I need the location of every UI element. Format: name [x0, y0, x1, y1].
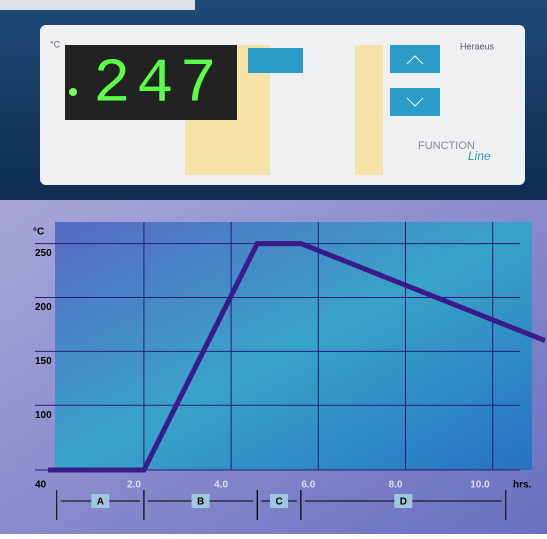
brand: Heraeus	[460, 41, 495, 51]
phase-label-bg	[270, 494, 289, 508]
y-tick-label: 40	[35, 480, 47, 491]
x-tick-label: 6.0	[301, 480, 315, 491]
panel-stripe	[355, 45, 383, 175]
x-tick-label: 2.0	[127, 480, 141, 491]
phase-label-bg	[394, 494, 413, 508]
up-button[interactable]	[390, 45, 440, 73]
up-icon	[406, 55, 424, 65]
plot-area	[55, 222, 532, 470]
x-tick-label: 4.0	[214, 480, 228, 491]
down-button[interactable]	[390, 88, 440, 116]
phase-label-bg	[191, 494, 210, 508]
y-tick-label: 100	[35, 410, 52, 421]
x-label: hrs.	[513, 480, 532, 491]
logo-sub: Line	[468, 149, 491, 163]
x-tick-label: 8.0	[389, 480, 403, 491]
display	[65, 45, 237, 120]
x-tick-label: 10.0	[470, 480, 490, 491]
set-button[interactable]	[248, 48, 303, 73]
phase-label: B	[197, 497, 204, 508]
y-label: °C	[33, 227, 44, 238]
strip	[0, 0, 195, 10]
phase-label-bg	[91, 494, 110, 508]
phase-label: D	[400, 497, 407, 508]
line	[48, 241, 546, 473]
logo-main: FUNCTION	[418, 140, 475, 152]
y-tick-label: 150	[35, 356, 52, 367]
panel-unit: °C	[50, 39, 61, 49]
y-tick-label: 250	[35, 248, 52, 259]
led	[69, 88, 77, 96]
y-tick-label: 200	[35, 302, 52, 313]
display-value: 247	[93, 48, 223, 119]
phase-label: C	[275, 497, 282, 508]
phase-label: A	[97, 497, 104, 508]
down-icon	[406, 97, 424, 107]
